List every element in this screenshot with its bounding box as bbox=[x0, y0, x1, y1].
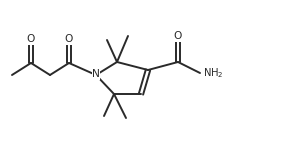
Text: N: N bbox=[92, 69, 100, 79]
Text: NH$_2$: NH$_2$ bbox=[203, 66, 223, 80]
Text: O: O bbox=[65, 34, 73, 44]
Text: O: O bbox=[27, 34, 35, 44]
Text: O: O bbox=[174, 31, 182, 41]
